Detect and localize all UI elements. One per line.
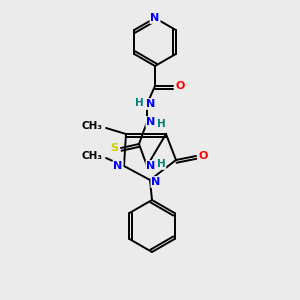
Text: H: H bbox=[135, 98, 143, 108]
Text: N: N bbox=[146, 117, 156, 127]
Text: H: H bbox=[157, 119, 165, 129]
Text: N: N bbox=[150, 13, 160, 23]
Text: O: O bbox=[198, 151, 208, 161]
Text: CH₃: CH₃ bbox=[82, 151, 103, 161]
Text: O: O bbox=[175, 81, 185, 91]
Text: N: N bbox=[152, 177, 160, 187]
Text: N: N bbox=[146, 99, 156, 109]
Text: S: S bbox=[110, 143, 118, 153]
Text: CH₃: CH₃ bbox=[82, 121, 103, 131]
Text: H: H bbox=[157, 159, 165, 169]
Text: N: N bbox=[146, 161, 156, 171]
Text: N: N bbox=[113, 161, 123, 171]
